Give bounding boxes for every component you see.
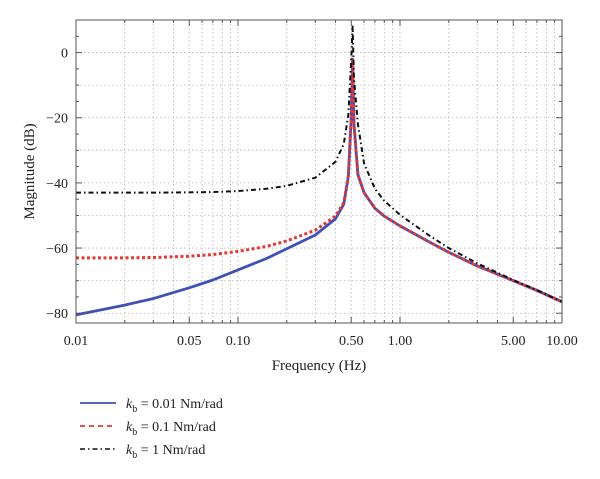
series-line-1 xyxy=(75,57,563,317)
y-tick-label: −60 xyxy=(46,242,68,257)
x-tick-label: 0.10 xyxy=(226,334,251,349)
y-tick-label: 0 xyxy=(61,47,68,62)
legend-subscript: b xyxy=(132,450,137,461)
x-tick-label: 5.00 xyxy=(501,334,526,349)
series-line-2 xyxy=(76,57,563,304)
x-axis-label: Frequency (Hz) xyxy=(272,358,367,374)
series-line-3 xyxy=(76,25,563,303)
grid-lines xyxy=(75,20,562,323)
legend-subscript: b xyxy=(132,404,137,415)
plot-frame xyxy=(75,19,563,324)
legend-label: = 0.1 Nm/rad xyxy=(137,420,216,435)
legend-label: = 1 Nm/rad xyxy=(137,443,205,458)
series-layer xyxy=(75,25,563,317)
legend-entry-2: kb = 0.1 Nm/rad xyxy=(126,420,216,438)
legend-symbol: k xyxy=(126,443,133,458)
legend-label: = 0.01 Nm/rad xyxy=(137,397,223,412)
legend-entry-1: kb = 0.01 Nm/rad xyxy=(126,397,223,415)
y-axis-label: Magnitude (dB) xyxy=(22,123,38,219)
x-tick-label: 10.00 xyxy=(546,334,578,349)
y-tick-label: −20 xyxy=(46,112,68,127)
legend-symbol: k xyxy=(126,397,133,412)
legend-symbol: k xyxy=(126,420,133,435)
x-tick-label: 0.01 xyxy=(64,334,89,349)
x-tick-label: 0.05 xyxy=(177,334,202,349)
x-tick-labels: 0.01 0.05 0.10 0.50 1.00 5.00 10.00 xyxy=(64,334,578,349)
y-tick-label: −40 xyxy=(46,177,68,192)
y-tick-labels: 0 −20 −40 −60 −80 xyxy=(46,47,68,323)
legend-entry-3: kb = 1 Nm/rad xyxy=(126,443,205,461)
legend-subscript: b xyxy=(132,427,137,438)
x-tick-label: 0.50 xyxy=(339,334,364,349)
tick-marks xyxy=(75,20,562,323)
y-tick-label: −80 xyxy=(46,307,68,322)
x-tick-label: 1.00 xyxy=(388,334,413,349)
